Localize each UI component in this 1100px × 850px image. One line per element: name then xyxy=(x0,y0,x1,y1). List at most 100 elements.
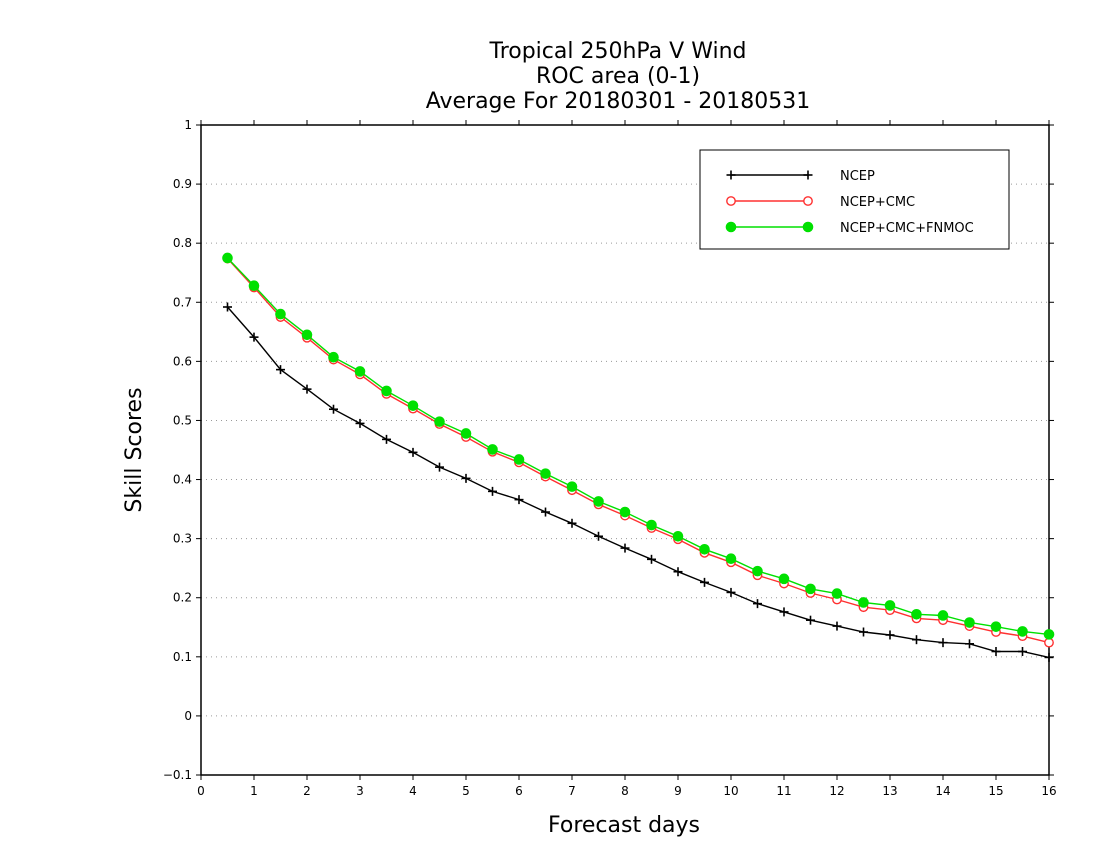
data-point xyxy=(408,447,418,457)
y-tick-label: 0.6 xyxy=(173,354,192,368)
title-line-3: Average For 20180301 - 20180531 xyxy=(426,89,811,114)
x-tick-label: 0 xyxy=(197,784,205,798)
y-tick-label: 0 xyxy=(184,709,192,723)
data-point xyxy=(328,351,339,363)
data-point xyxy=(911,608,922,620)
title-line-2: ROC area (0-1) xyxy=(536,64,700,89)
series-1 xyxy=(222,253,1054,648)
series-2 xyxy=(222,252,1055,640)
data-point xyxy=(725,553,737,565)
x-tick-label: 12 xyxy=(829,784,844,798)
x-axis-ticks: 0 1 2 3 4 5 6 7 8 9 10 11 12 13 14 15 16 xyxy=(197,120,1057,798)
legend-box xyxy=(699,149,1010,250)
data-point xyxy=(329,404,338,414)
data-point xyxy=(806,615,815,625)
data-point xyxy=(619,506,631,518)
data-point xyxy=(726,587,736,597)
data-point xyxy=(964,617,975,628)
legend-marker xyxy=(803,196,813,206)
data-point xyxy=(965,639,974,649)
x-tick-label: 6 xyxy=(515,784,523,798)
y-tick-label: 1 xyxy=(184,118,192,132)
x-tick-label: 8 xyxy=(621,784,629,798)
x-tick-label: 13 xyxy=(882,784,897,798)
series-line xyxy=(226,258,1050,644)
data-point xyxy=(753,599,762,609)
x-tick-label: 11 xyxy=(776,784,791,798)
data-point xyxy=(435,462,444,472)
chart-title: Tropical 250hPa V Wind ROC area (0-1) Av… xyxy=(426,39,811,114)
y-tick-label: 0.1 xyxy=(173,650,192,664)
data-point xyxy=(647,554,656,564)
data-point xyxy=(884,600,896,611)
data-point xyxy=(1044,637,1054,648)
data-point xyxy=(858,597,869,608)
data-point xyxy=(699,543,710,555)
y-tick-label: 0.4 xyxy=(173,473,192,487)
data-point xyxy=(222,252,233,264)
y-tick-label: 0.2 xyxy=(173,591,192,605)
data-point xyxy=(275,308,286,320)
data-point xyxy=(566,481,578,492)
data-point xyxy=(752,565,763,577)
data-point xyxy=(832,621,842,631)
data-point xyxy=(1043,629,1055,640)
legend-marker xyxy=(725,221,737,233)
x-tick-label: 15 xyxy=(988,784,1003,798)
legend-label-ncep: NCEP xyxy=(840,169,875,184)
data-point xyxy=(778,573,790,585)
x-tick-label: 3 xyxy=(356,784,364,798)
data-point xyxy=(646,519,657,531)
data-point xyxy=(593,496,604,507)
x-tick-label: 4 xyxy=(409,784,417,798)
x-tick-label: 10 xyxy=(723,784,738,798)
data-point xyxy=(248,280,260,292)
data-point xyxy=(885,630,895,640)
data-point xyxy=(382,434,391,444)
x-tick-label: 16 xyxy=(1041,784,1056,798)
data-point xyxy=(513,454,525,465)
data-point xyxy=(488,486,497,496)
legend-marker xyxy=(803,170,813,180)
data-point xyxy=(990,621,1002,632)
data-point xyxy=(673,567,683,577)
data-point xyxy=(541,507,550,517)
y-tick-label: −0.1 xyxy=(163,768,192,782)
data-point xyxy=(1017,626,1028,637)
series-0 xyxy=(223,302,1054,662)
legend-label-ncep-cmc: NCEP+CMC xyxy=(840,195,915,210)
x-tick-label: 14 xyxy=(935,784,950,798)
legend-marker xyxy=(726,196,736,206)
legend-marker xyxy=(726,170,736,180)
series-line xyxy=(226,257,1050,636)
data-point xyxy=(912,635,921,645)
data-point xyxy=(514,495,524,505)
legend-label-ncep-cmc-fnmoc: NCEP+CMC+FNMOC xyxy=(840,221,974,236)
data-point xyxy=(805,583,816,595)
data-point xyxy=(302,384,312,394)
data-point xyxy=(700,577,709,587)
y-tick-label: 0.7 xyxy=(173,295,192,309)
data-point xyxy=(355,418,365,428)
x-tick-label: 5 xyxy=(462,784,470,798)
series-layer xyxy=(222,252,1055,662)
data-point xyxy=(859,627,868,637)
data-point xyxy=(249,332,259,342)
data-point xyxy=(991,647,1001,656)
data-point xyxy=(223,302,232,312)
x-tick-label: 9 xyxy=(674,784,682,798)
data-point xyxy=(301,329,313,341)
data-point xyxy=(779,607,789,617)
data-point xyxy=(620,543,630,553)
data-point xyxy=(461,473,471,483)
data-point xyxy=(540,468,551,479)
data-point xyxy=(434,416,445,427)
data-point xyxy=(276,365,285,375)
data-point xyxy=(381,385,392,397)
data-point xyxy=(407,400,419,411)
y-axis-ticks: −0.1 0 0.1 0.2 0.3 0.4 0.5 0.6 0.7 0.8 0.9 1 xyxy=(163,118,1054,782)
data-point xyxy=(487,444,498,455)
data-point xyxy=(1018,647,1027,656)
data-point xyxy=(594,531,603,541)
